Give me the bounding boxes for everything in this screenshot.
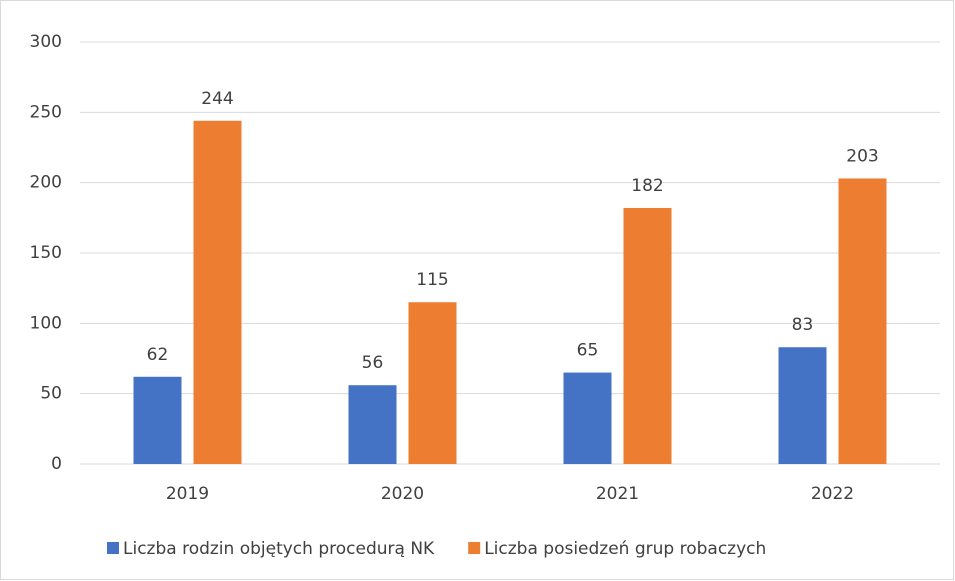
y-tick-label: 100	[30, 313, 62, 333]
bar	[778, 347, 827, 464]
bar	[348, 385, 397, 464]
data-label: 83	[792, 315, 814, 335]
legend-label: Liczba rodzin objętych procedurą NK	[123, 539, 435, 559]
x-tick-label: 2019	[166, 484, 209, 504]
data-label: 244	[201, 89, 233, 109]
y-tick-label: 50	[40, 384, 62, 404]
legend-swatch	[107, 542, 119, 554]
x-tick-label: 2021	[596, 484, 639, 504]
bar	[623, 207, 672, 464]
y-tick-label: 150	[30, 243, 62, 263]
x-tick-label: 2020	[381, 484, 424, 504]
data-label: 182	[631, 176, 663, 196]
data-label: 65	[577, 341, 599, 361]
bar	[408, 302, 457, 464]
data-label: 115	[416, 270, 448, 290]
y-tick-label: 0	[51, 454, 62, 474]
bar	[838, 178, 887, 465]
bar	[193, 120, 242, 465]
data-label: 56	[362, 353, 384, 373]
bar	[563, 372, 612, 464]
y-tick-label: 250	[30, 102, 62, 122]
legend-label: Liczba posiedzeń grup robaczych	[484, 539, 766, 559]
y-tick-label: 200	[30, 173, 62, 193]
x-tick-label: 2022	[811, 484, 854, 504]
y-tick-label: 300	[30, 32, 62, 52]
bar	[133, 376, 182, 464]
data-label: 203	[846, 146, 878, 166]
data-label: 62	[147, 345, 169, 365]
legend-swatch	[468, 542, 481, 554]
